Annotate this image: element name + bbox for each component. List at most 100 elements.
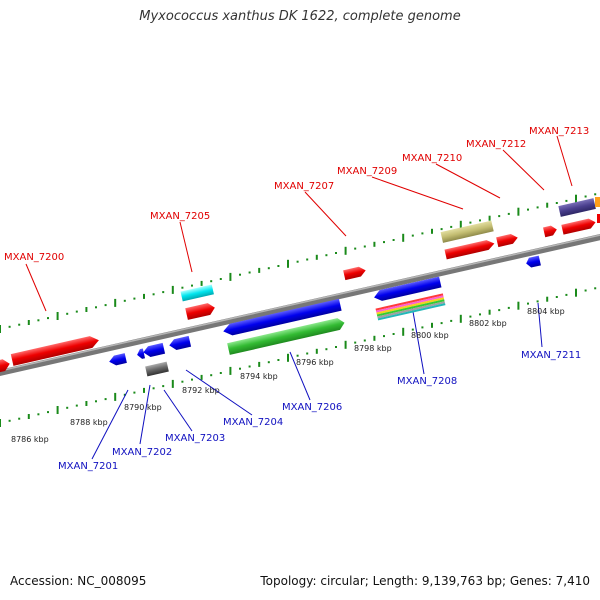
upper-track-tick — [555, 202, 558, 204]
gene-mxan-7212[interactable] — [543, 225, 558, 238]
label-mxan-7204[interactable]: MXAN_7204 — [223, 417, 283, 428]
scale-label: 8792 kbp — [182, 386, 220, 395]
gene-mxan-7203[interactable] — [142, 342, 166, 358]
upper-track-tick — [66, 312, 69, 315]
upper-track-tick — [56, 312, 59, 320]
lower-track-tick — [56, 406, 59, 414]
label-mxan-7209[interactable]: MXAN_7209 — [337, 166, 397, 177]
gene-mxan-7213[interactable] — [558, 198, 596, 217]
upper-track-tick — [239, 273, 241, 276]
gene-mxan-7202[interactable] — [136, 348, 146, 359]
lower-track-tick — [18, 417, 21, 420]
gene-mxan-7210[interactable] — [496, 233, 519, 248]
label-mxan-7213[interactable]: MXAN_7213 — [529, 126, 589, 137]
upper-track-tick — [18, 323, 21, 326]
upper-track-tick — [459, 220, 462, 229]
gene-blue-long[interactable] — [222, 298, 342, 337]
upper-track-tick — [431, 228, 433, 234]
accession-label: Accession: NC_008095 — [10, 574, 147, 588]
upper-track-tick — [123, 299, 126, 302]
gene-mxan-7208[interactable] — [373, 276, 442, 303]
lower-track-tick — [8, 419, 11, 422]
backbone-highlight — [0, 234, 600, 372]
upper-track-tick — [181, 286, 184, 289]
gene-gray[interactable] — [145, 361, 169, 377]
upper-track-tick — [229, 272, 232, 281]
label-mxan-7207[interactable]: MXAN_7207 — [274, 181, 334, 192]
gene-mxan-7201[interactable] — [108, 353, 127, 367]
connector-mxan-7211 — [537, 302, 543, 348]
upper-track-tick — [575, 194, 577, 203]
lower-track-tick — [181, 380, 184, 383]
lower-track-tick — [95, 400, 97, 403]
gene-red-long-upper[interactable] — [444, 239, 496, 260]
upper-track-tick — [306, 258, 309, 261]
label-mxan-7200[interactable]: MXAN_7200 — [4, 252, 64, 263]
label-mxan-7210[interactable]: MXAN_7210 — [402, 153, 462, 164]
gene-mxan-7204[interactable] — [168, 335, 192, 351]
lower-track-tick — [594, 287, 597, 290]
lower-track-tick — [75, 404, 78, 407]
gene-mxan-7205[interactable] — [185, 302, 216, 320]
gene-mxan-7211[interactable] — [525, 255, 541, 269]
lower-track-tick — [210, 374, 213, 377]
scale-label: 8800 kbp — [411, 331, 449, 340]
backbone-line — [0, 234, 600, 376]
lower-track-tick — [239, 367, 241, 370]
lower-track-tick — [277, 359, 280, 361]
connector-mxan-7212 — [502, 149, 545, 191]
upper-track-tick — [565, 199, 568, 202]
label-mxan-7203[interactable]: MXAN_7203 — [165, 433, 225, 444]
upper-track-tick — [143, 293, 145, 299]
gene-mxan-7206[interactable] — [227, 317, 346, 355]
gene-multicolor-stack[interactable] — [375, 293, 446, 321]
upper-track-tick — [594, 193, 597, 196]
reverse-gene-labels: MXAN_7201 MXAN_7202 MXAN_7203 MXAN_7204 … — [58, 350, 581, 472]
gene-red-edge[interactable] — [597, 214, 600, 223]
scale-label: 8790 kbp — [124, 403, 162, 412]
upper-track-tick — [440, 228, 443, 231]
gene-red-right[interactable] — [561, 217, 596, 235]
gene-orange-edge[interactable] — [595, 197, 600, 207]
scale-label: 8798 kbp — [354, 344, 392, 353]
upper-track-tick — [37, 319, 40, 322]
label-mxan-7202[interactable]: MXAN_7202 — [112, 447, 172, 458]
scale-label: 8796 kbp — [296, 358, 334, 367]
lower-track-tick — [104, 398, 107, 401]
label-mxan-7211[interactable]: MXAN_7211 — [521, 350, 581, 361]
upper-track-tick — [527, 208, 529, 211]
map-title: Myxococcus xanthus DK 1622, complete gen… — [139, 9, 461, 24]
gene-block-left-edge[interactable] — [0, 358, 11, 374]
upper-track-tick — [85, 307, 88, 312]
label-mxan-7206[interactable]: MXAN_7206 — [282, 402, 342, 413]
lower-track-tick — [517, 301, 520, 310]
gene-cyan[interactable] — [180, 284, 214, 302]
lower-track-tick — [219, 372, 222, 374]
lower-track-tick — [507, 306, 510, 309]
gene-mxan-7207[interactable] — [343, 265, 367, 281]
lower-track-tick — [191, 378, 193, 381]
lower-track-tick — [287, 353, 289, 362]
connector-mxan-7209 — [371, 176, 464, 210]
upper-track-tick — [75, 310, 78, 313]
upper-track-tick — [479, 219, 481, 222]
lower-track-tick — [47, 411, 49, 414]
label-mxan-7212[interactable]: MXAN_7212 — [466, 139, 526, 150]
upper-track-tick — [546, 202, 549, 208]
upper-track-tick — [383, 241, 385, 244]
label-mxan-7201[interactable]: MXAN_7201 — [58, 461, 118, 472]
scale-label: 8786 kbp — [11, 435, 49, 444]
label-mxan-7208[interactable]: MXAN_7208 — [397, 376, 457, 387]
gene-mxan-7209[interactable] — [440, 220, 494, 243]
lower-track-tick — [565, 293, 568, 296]
label-mxan-7205[interactable]: MXAN_7205 — [150, 211, 210, 222]
upper-track-tick — [210, 280, 213, 283]
reverse-strand-genes — [108, 255, 541, 377]
upper-track-tick — [114, 298, 117, 307]
upper-track-tick — [450, 225, 453, 228]
gene-mxan-7200[interactable] — [10, 334, 100, 366]
lower-track-tick — [143, 387, 145, 393]
upper-track-tick — [392, 239, 395, 241]
connector-mxan-7205 — [179, 221, 193, 273]
